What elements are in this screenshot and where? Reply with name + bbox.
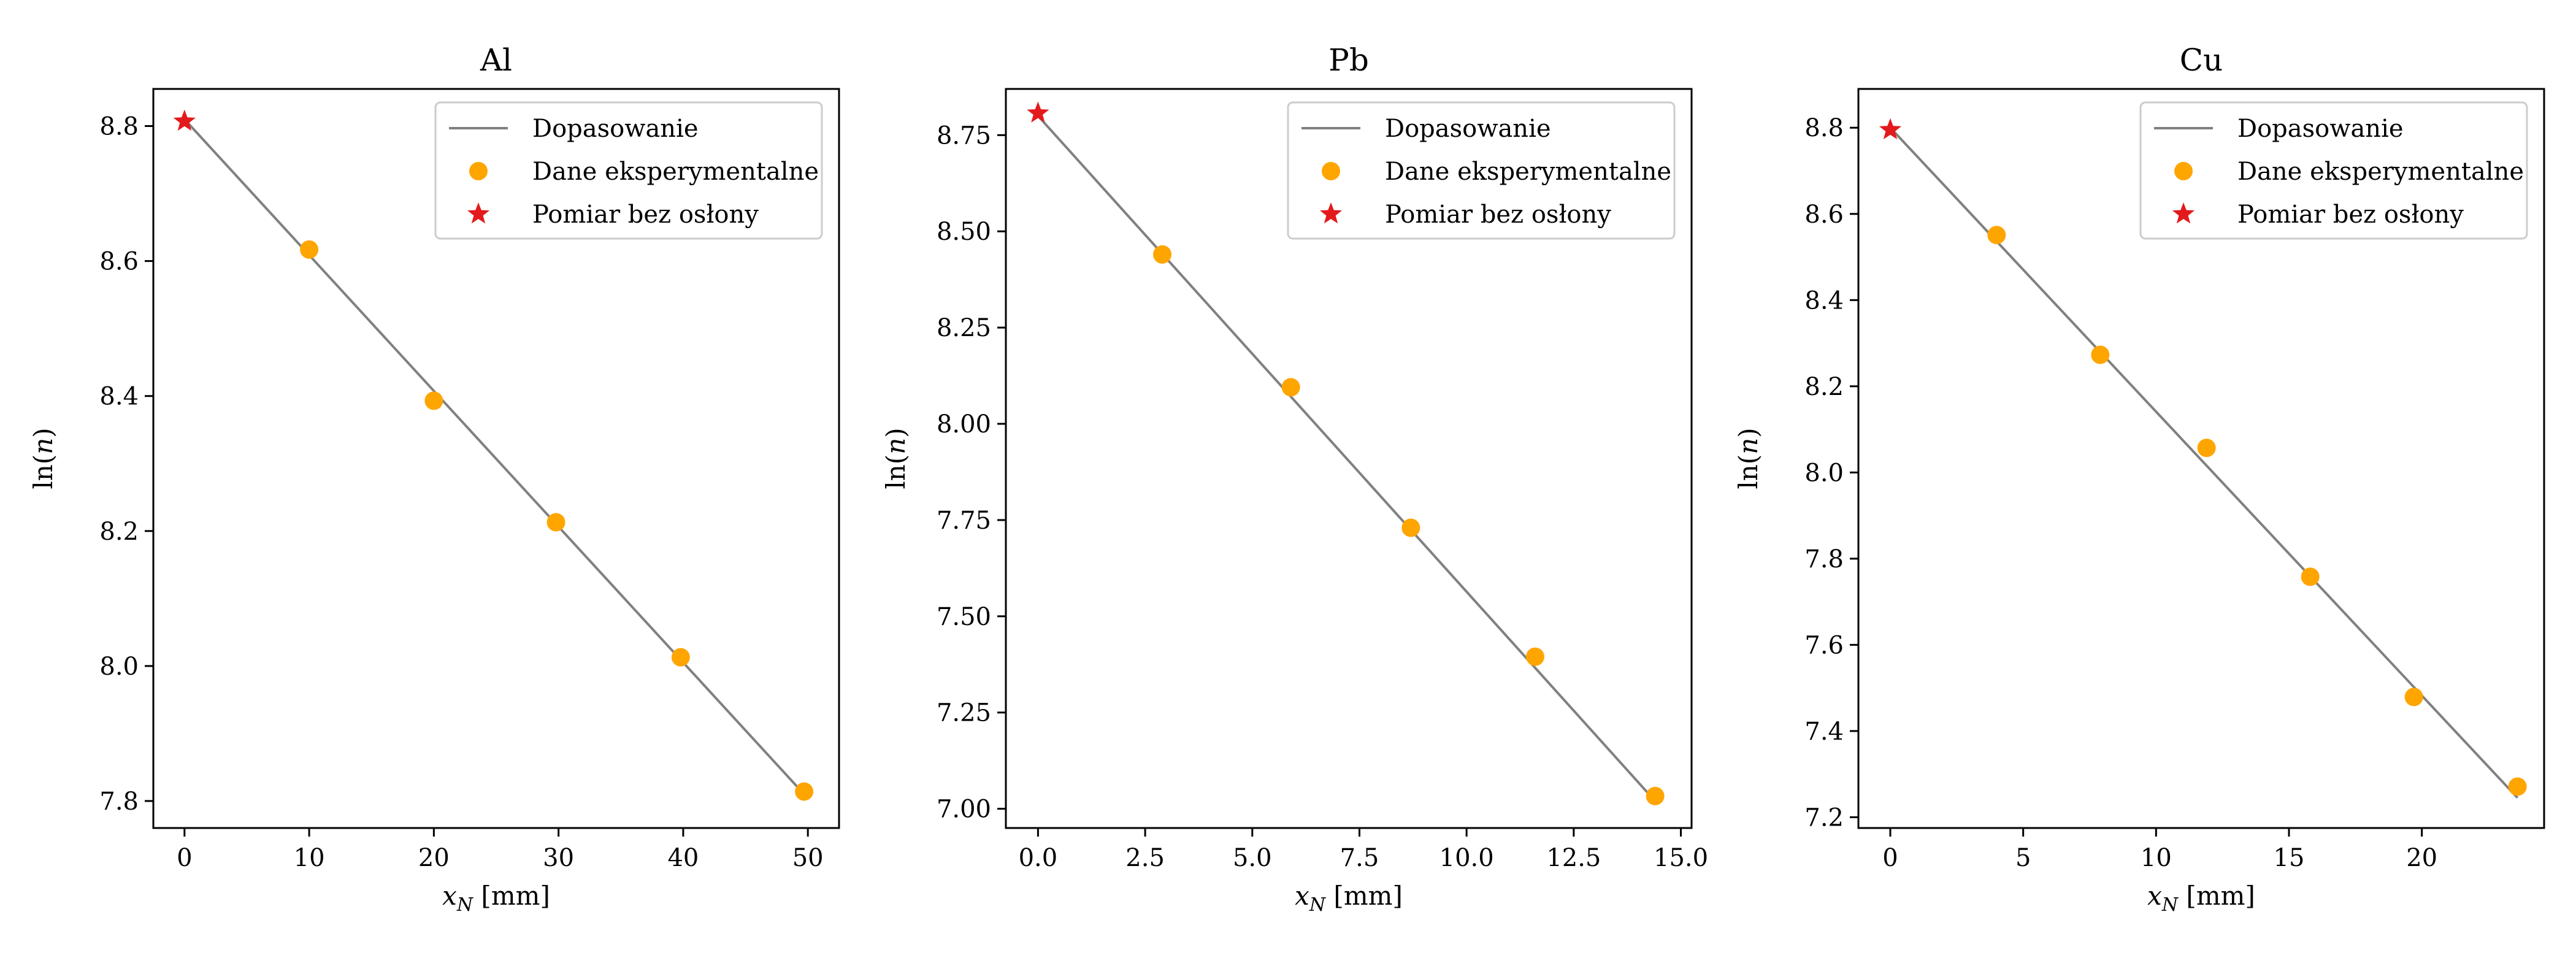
data-point bbox=[2404, 688, 2423, 707]
y-tick-label: 7.6 bbox=[1804, 631, 1844, 659]
chart-title: Al bbox=[480, 42, 512, 78]
data-point bbox=[2091, 345, 2110, 364]
legend-entry: Dane eksperymentalne bbox=[2237, 158, 2524, 186]
x-tick-label: 20 bbox=[2406, 844, 2437, 872]
legend-entry: Dopasowanie bbox=[532, 115, 699, 143]
legend-star-icon bbox=[467, 202, 490, 224]
unshielded-point bbox=[1879, 118, 1902, 140]
legend-circle-icon bbox=[2174, 162, 2193, 180]
y-tick-label: 8.4 bbox=[1804, 286, 1844, 315]
x-tick-label: 5.0 bbox=[1233, 844, 1272, 872]
plot-frame bbox=[152, 88, 840, 829]
chart-cu: Cu 0 5 10 15 20 7.2 7.4 7.6 7.8 8.0 8.2 8.4 8.6 8.8 xN … bbox=[1733, 42, 2545, 916]
fit-line bbox=[1037, 115, 1657, 802]
x-axis-label: xN [mm] bbox=[442, 881, 550, 916]
legend-entry: Dopasowanie bbox=[1385, 115, 1551, 143]
legend-entry: Dane eksperymentalne bbox=[1385, 158, 1671, 186]
y-tick-label: 8.00 bbox=[937, 410, 991, 439]
x-tick-label: 10 bbox=[294, 844, 325, 872]
x-tick-label: 5 bbox=[2015, 844, 2031, 872]
chart-title: Pb bbox=[1328, 42, 1369, 78]
x-tick-label: 40 bbox=[667, 844, 699, 872]
x-tick-label: 12.5 bbox=[1546, 844, 1601, 872]
x-tick-label: 10 bbox=[2141, 844, 2172, 872]
data-point bbox=[546, 513, 565, 532]
data-point bbox=[2197, 439, 2216, 458]
y-tick-label: 7.4 bbox=[1804, 718, 1844, 746]
legend-entry: Pomiar bez osłony bbox=[1385, 201, 1611, 229]
data-point bbox=[1153, 245, 1172, 264]
y-tick-label: 8.6 bbox=[99, 248, 139, 276]
y-axis-label: ln(n) bbox=[28, 427, 58, 489]
x-tick-label: 0.0 bbox=[1019, 844, 1058, 872]
legend: Dopasowanie Dane eksperymentalne Pomiar be… bbox=[1287, 101, 1676, 240]
data-point bbox=[795, 782, 814, 801]
legend-box bbox=[434, 101, 823, 240]
y-tick-label: 8.0 bbox=[1804, 459, 1844, 487]
x-tick-label: 50 bbox=[792, 844, 824, 872]
x-tick-label: 15.0 bbox=[1654, 844, 1708, 872]
legend-circle-icon bbox=[1322, 162, 1340, 180]
y-tick-label: 8.50 bbox=[937, 218, 991, 246]
chart-pb: Pb 0.0 2.5 5.0 7.5 10.0 12.5 15.0 7.00 7.25 7.50 7.… bbox=[881, 42, 1708, 916]
y-axis-label: ln(n) bbox=[1733, 427, 1763, 489]
data-point bbox=[1646, 786, 1665, 805]
legend-entry: Pomiar bez osłony bbox=[2237, 201, 2464, 229]
data-point bbox=[424, 391, 443, 410]
fit-line bbox=[183, 118, 805, 795]
y-tick-label: 7.25 bbox=[937, 699, 991, 727]
x-tick-label: 20 bbox=[418, 844, 450, 872]
legend-box bbox=[2139, 101, 2528, 240]
x-tick-label: 30 bbox=[543, 844, 574, 872]
legend-box bbox=[1287, 101, 1676, 240]
x-tick-label: 10.0 bbox=[1439, 844, 1494, 872]
data-point bbox=[2301, 567, 2320, 586]
y-tick-label: 8.6 bbox=[1804, 201, 1844, 229]
legend-entry: Pomiar bez osłony bbox=[532, 201, 759, 229]
x-tick-label: 0 bbox=[177, 844, 192, 872]
y-tick-label: 7.2 bbox=[1804, 803, 1844, 832]
y-tick-label: 7.75 bbox=[937, 507, 991, 535]
legend: Dopasowanie Dane eksperymentalne Pomiar be… bbox=[2139, 101, 2528, 240]
unshielded-point bbox=[173, 109, 196, 131]
x-tick-label: 0 bbox=[1882, 844, 1898, 872]
y-tick-label: 8.8 bbox=[1804, 114, 1844, 142]
data-point bbox=[300, 240, 319, 259]
data-point bbox=[1525, 647, 1544, 666]
x-tick-label: 2.5 bbox=[1125, 844, 1165, 872]
chart-title: Cu bbox=[2180, 42, 2223, 78]
data-point bbox=[1281, 378, 1300, 397]
y-tick-label: 8.4 bbox=[99, 383, 139, 411]
x-tick-label: 15 bbox=[2274, 844, 2305, 872]
data-point bbox=[671, 648, 690, 667]
unshielded-point bbox=[1027, 101, 1049, 123]
y-tick-label: 7.8 bbox=[1804, 545, 1844, 573]
data-point bbox=[2508, 777, 2527, 796]
y-tick-label: 8.0 bbox=[99, 653, 139, 681]
legend-star-icon bbox=[1319, 202, 1343, 224]
legend-entry: Dopasowanie bbox=[2237, 115, 2404, 143]
y-tick-label: 7.50 bbox=[937, 603, 991, 631]
plot-frame bbox=[1005, 88, 1693, 829]
x-tick-label: 7.5 bbox=[1340, 844, 1379, 872]
y-tick-label: 8.8 bbox=[99, 113, 139, 141]
y-tick-label: 8.2 bbox=[99, 518, 139, 546]
y-axis-label: ln(n) bbox=[881, 427, 911, 489]
y-tick-label: 8.75 bbox=[937, 121, 991, 150]
y-tick-label: 8.25 bbox=[937, 314, 991, 342]
chart-al: Al 0 10 20 30 40 50 7.8 8.0 8.2 8.4 8.6 8.8 xN [mm] ln… bbox=[28, 42, 840, 916]
plot-frame bbox=[1857, 88, 2545, 829]
legend-entry: Dane eksperymentalne bbox=[532, 158, 819, 186]
legend-circle-icon bbox=[469, 162, 488, 180]
legend-star-icon bbox=[2172, 202, 2195, 224]
y-tick-label: 7.8 bbox=[99, 788, 139, 816]
x-axis-label: xN [mm] bbox=[2147, 881, 2255, 916]
data-point bbox=[1401, 518, 1420, 537]
y-tick-label: 8.2 bbox=[1804, 373, 1844, 401]
x-axis-label: xN [mm] bbox=[1295, 881, 1403, 916]
legend: Dopasowanie Dane eksperymentalne Pomiar be… bbox=[434, 101, 823, 240]
y-tick-label: 7.00 bbox=[937, 795, 991, 824]
data-point bbox=[1987, 226, 2006, 245]
